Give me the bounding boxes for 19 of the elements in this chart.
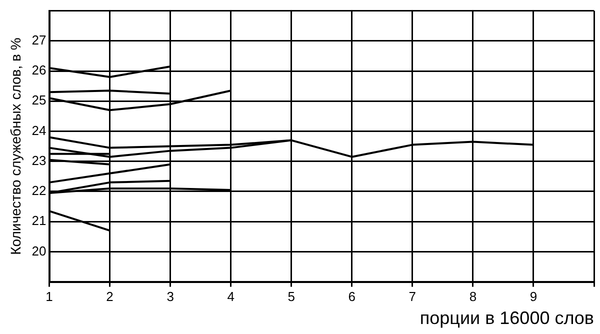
x-tick-label: 3 (166, 289, 174, 304)
y-tick-label: 25 (32, 92, 46, 108)
y-tick-label: 20 (32, 243, 46, 258)
y-tick-label: 23 (32, 152, 46, 168)
x-tick-label: 4 (227, 289, 234, 304)
y-tick-label: 27 (32, 32, 46, 48)
x-tick-label: 7 (408, 289, 416, 304)
y-tick-label: 26 (32, 62, 46, 78)
x-tick-label: 9 (530, 289, 538, 304)
y-axis-title: Количество служебных слов, в % (7, 38, 24, 255)
x-axis-title: порции в 16000 слов (420, 308, 594, 328)
x-tick-label: 1 (46, 289, 53, 304)
x-tick-label: 8 (469, 289, 477, 304)
x-tick-label: 5 (288, 289, 295, 304)
y-tick-label: 22 (32, 183, 46, 198)
x-tick-label: 2 (106, 289, 114, 304)
y-tick-label: 21 (32, 213, 46, 228)
x-tick-label: 6 (348, 289, 356, 304)
y-tick-label: 24 (32, 122, 46, 138)
